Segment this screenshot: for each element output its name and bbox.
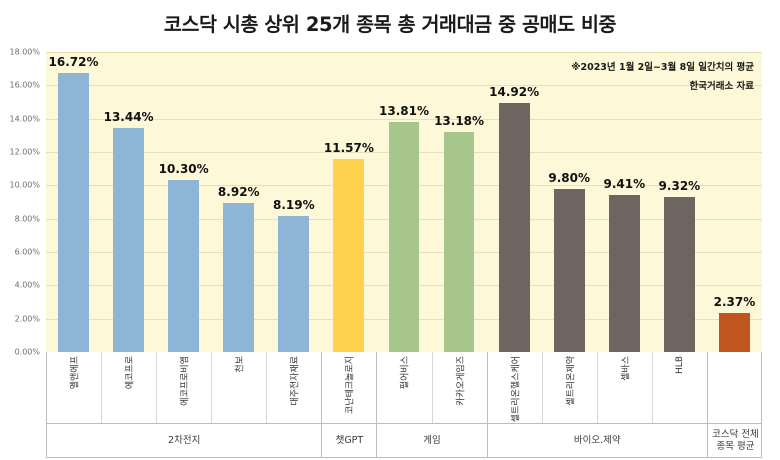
category-cell: 펄어비스 <box>377 352 433 423</box>
bar[interactable] <box>663 196 695 352</box>
category-label: 셀트리온헬스케어 <box>511 356 522 423</box>
y-axis-tick-label: 12.00% <box>9 147 40 157</box>
category-cell: 대주전자재료 <box>267 352 323 423</box>
group-separator <box>321 352 323 458</box>
category-cell: 코난테크놀로지 <box>322 352 378 423</box>
bar-value-label: 13.81% <box>378 103 429 118</box>
category-cell: 엘앤에프 <box>47 352 103 423</box>
category-label: 대주전자재료 <box>290 356 301 406</box>
bar-value-label: 2.37% <box>713 294 756 309</box>
bar-slot[interactable]: 9.32% <box>652 52 707 352</box>
group-label-cell: 2차전지 <box>47 424 323 457</box>
gridline <box>46 118 762 120</box>
bar-slot[interactable]: 14.92% <box>487 52 542 352</box>
bar-value-label: 9.32% <box>658 178 701 193</box>
group-label-cell: 게임 <box>377 424 488 457</box>
bar[interactable] <box>333 159 365 352</box>
category-cell: 에코프로 <box>102 352 158 423</box>
group-label-cell: 코스닥 전체 종목 평균 <box>708 424 763 457</box>
category-label: 카카오게임즈 <box>456 356 467 406</box>
bar-value-label: 9.80% <box>548 170 591 185</box>
group-label: 게임 <box>423 434 441 446</box>
category-label: 펄어비스 <box>400 356 411 390</box>
group-separator <box>486 352 488 458</box>
plot-area: 0.00% 2.00% 4.00% 6.00% 8.00% 10.00% 12.00% 14.… <box>9 48 762 357</box>
bar-value-label: 11.57% <box>323 141 374 156</box>
category-cell: 천보 <box>212 352 268 423</box>
bars-container: 16.72% 13.44% 10.30% 8.92% 8.19% 11.57% 13.81%… <box>46 52 762 352</box>
bar[interactable] <box>388 121 420 352</box>
y-axis-tick-label: 10.00% <box>9 180 40 190</box>
y-axis-tick-label: 16.00% <box>9 80 40 90</box>
y-axis-tick-label: 4.00% <box>14 280 40 290</box>
y-axis-tick-label: 8.00% <box>14 214 40 224</box>
bar-slot[interactable]: 9.80% <box>542 52 597 352</box>
bar-slot[interactable]: 11.57% <box>321 52 376 352</box>
group-label: 코스닥 전체 종목 평균 <box>712 428 759 452</box>
category-cell: 카카오게임즈 <box>433 352 488 423</box>
bar[interactable] <box>113 128 144 352</box>
bar-value-label: 16.72% <box>48 55 99 70</box>
bar-slot[interactable]: 13.44% <box>101 52 156 352</box>
group-separator <box>376 352 378 458</box>
category-cell: 에코프로비엠 <box>157 352 213 423</box>
bar-slot[interactable]: 10.30% <box>156 52 211 352</box>
category-label: 엘앤에프 <box>70 356 81 390</box>
category-label: HLB <box>674 356 685 374</box>
bar-value-label: 10.30% <box>158 162 209 177</box>
group-label: 바이오.제약 <box>573 434 621 446</box>
category-label: 셀트리온제약 <box>566 356 577 406</box>
bar[interactable] <box>498 103 530 352</box>
y-axis-tick-label: 0.00% <box>14 347 40 357</box>
bar[interactable] <box>58 73 89 352</box>
category-cell-average <box>708 352 763 423</box>
chart-title: 코스닥 시총 상위 25개 종목 총 거래대금 중 공매도 비중 <box>163 13 617 36</box>
category-label: 에코프로비엠 <box>180 356 191 406</box>
gridline <box>46 85 762 87</box>
group-label-cell: 챗GPT <box>322 424 378 457</box>
bar-slot[interactable]: 8.92% <box>211 52 266 352</box>
y-axis-tick-label: 2.00% <box>14 314 40 324</box>
y-axis-tick-label: 18.00% <box>9 47 40 57</box>
bar-value-label: 9.41% <box>603 177 646 192</box>
y-axis-tick-label: 14.00% <box>9 114 40 124</box>
bar-slot[interactable]: 13.18% <box>432 52 487 352</box>
group-label-cell: 바이오.제약 <box>488 424 708 457</box>
bar-slot[interactable]: 16.72% <box>46 52 101 352</box>
bar-value-label: 8.19% <box>273 197 315 212</box>
category-cell: 셀트리온헬스케어 <box>488 352 543 423</box>
annotation-line-1: ※2023년 1월 2일~3월 8일 일간치의 평균 <box>571 62 754 73</box>
bar[interactable] <box>168 180 200 352</box>
bar[interactable] <box>553 188 585 352</box>
bar[interactable] <box>719 312 750 352</box>
category-cell: 셀트리온제약 <box>543 352 598 423</box>
group-axis: 2차전지 챗GPT 게임 바이오.제약 코스닥 전체 종목 평균 <box>46 424 762 458</box>
category-label: 셀바스 <box>621 356 632 381</box>
bar-value-label: 8.92% <box>217 185 260 200</box>
bar-slot[interactable]: 13.81% <box>376 52 431 352</box>
bar[interactable] <box>223 203 255 352</box>
bar[interactable] <box>443 132 475 352</box>
category-cell: HLB <box>653 352 708 423</box>
group-separator <box>706 352 708 458</box>
bar-value-label: 13.44% <box>103 110 154 124</box>
bar-slot[interactable]: 8.19% <box>266 52 321 352</box>
bar-value-label: 14.92% <box>489 85 540 100</box>
bar[interactable] <box>278 215 310 352</box>
bar-slot[interactable]: 2.37% <box>707 52 762 352</box>
category-axis: 엘앤에프 에코프로 에코프로비엠 천보 대주전자재료 코난테크놀로지 펄어비스 카카오게임즈 셀… <box>46 352 762 424</box>
category-cell: 셀바스 <box>598 352 653 423</box>
bar-slot[interactable]: 9.41% <box>597 52 652 352</box>
gridline <box>46 52 762 53</box>
bar-value-label: 13.18% <box>434 114 485 129</box>
group-label: 챗GPT <box>335 434 364 446</box>
annotation-line-2: 한국거래소 자료 <box>689 81 755 92</box>
category-label: 에코프로 <box>125 356 136 390</box>
category-label: 천보 <box>235 356 246 373</box>
bar[interactable] <box>608 195 640 352</box>
y-axis-tick-label: 6.00% <box>14 247 40 257</box>
category-label: 코난테크놀로지 <box>345 356 356 414</box>
group-label: 2차전지 <box>168 434 201 446</box>
